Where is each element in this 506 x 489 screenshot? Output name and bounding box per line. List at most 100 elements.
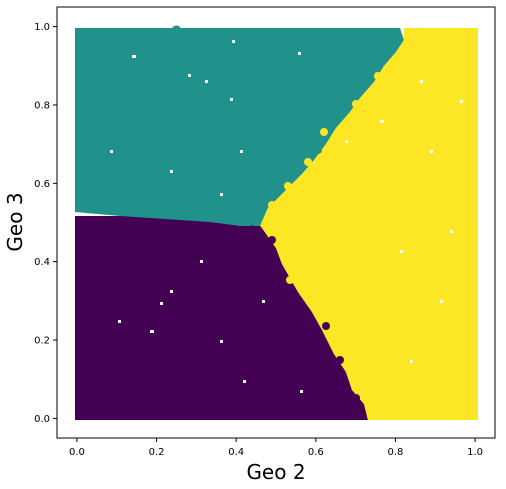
- scatter-point-teal: [159, 178, 170, 189]
- scatter-point-purple: [318, 374, 329, 385]
- x-axis: 0.0 0.2 0.4 0.6 0.8 1.0: [69, 438, 483, 458]
- scatter-point-purple: [231, 405, 242, 416]
- scatter-point-yellow: [422, 401, 433, 412]
- boundary-marker: [374, 72, 382, 80]
- y-axis: 0.0 0.2 0.4 0.6 0.8 1.0: [34, 22, 57, 425]
- boundary-marker: [314, 146, 322, 154]
- scatter-point-teal: [247, 201, 258, 212]
- scatter-point-yellow: [370, 393, 381, 404]
- scatter-point-purple: [199, 264, 210, 275]
- boundary-marker: [342, 92, 350, 100]
- scatter-point-teal: [91, 119, 102, 130]
- scatter-point-teal: [103, 170, 114, 181]
- cluster-region-teal: [75, 28, 404, 226]
- boundary-marker: [268, 201, 276, 209]
- scatter-point-teal: [271, 186, 281, 197]
- scatter-point-purple: [251, 350, 262, 361]
- boundary-marker: [378, 56, 386, 64]
- y-tick-label: 0.8: [34, 100, 50, 111]
- scatter-point-yellow: [390, 99, 401, 110]
- scatter-point-yellow: [358, 139, 369, 150]
- y-tick-label: 0.2: [34, 336, 50, 347]
- scatter-point-teal: [171, 25, 182, 36]
- scatter-point-purple: [211, 358, 222, 369]
- scatter-point-teal: [231, 29, 242, 40]
- scatter-point-teal: [143, 80, 154, 91]
- cluster-region-yellow: [260, 28, 478, 420]
- scatter-point-purple: [271, 393, 281, 404]
- boundary-marker: [352, 100, 360, 108]
- scatter-point-purple: [183, 315, 194, 326]
- scatter-point-yellow: [342, 335, 353, 346]
- scatter-point-teal: [87, 201, 98, 212]
- scatter-point-teal: [271, 123, 281, 134]
- scatter-point-purple: [151, 401, 162, 412]
- scatter-point-teal: [263, 170, 274, 181]
- y-tick-label: 0.4: [34, 257, 50, 268]
- scatter-point-yellow: [462, 405, 473, 416]
- scatter-point-purple: [247, 225, 258, 236]
- boundary-marker: [268, 236, 276, 244]
- scatter-point-purple: [263, 303, 274, 314]
- scatter-point-yellow: [430, 197, 441, 208]
- scatter-point-yellow: [410, 29, 421, 40]
- scatter-point-teal: [390, 33, 401, 44]
- scatter-point-yellow: [382, 178, 393, 189]
- scatter-point-teal: [151, 131, 162, 142]
- scatter-point-yellow: [430, 68, 441, 79]
- scatter-point-yellow: [410, 248, 421, 259]
- x-tick-label: 1.0: [467, 447, 483, 458]
- boundary-marker: [336, 356, 344, 364]
- scatter-point-purple: [91, 354, 102, 365]
- scatter-point-teal: [191, 60, 202, 71]
- scatter-point-purple: [83, 217, 94, 228]
- y-tick-label: 0.0: [34, 414, 50, 425]
- boundary-marker: [322, 322, 330, 330]
- scatter-point-yellow: [290, 225, 301, 236]
- scatter-point-yellow: [462, 80, 473, 91]
- boundary-marker: [304, 158, 312, 166]
- scatter-point-yellow: [450, 366, 461, 377]
- boundary-marker: [286, 276, 294, 284]
- scatter-point-purple: [191, 221, 202, 232]
- scatter-point-purple: [310, 405, 321, 416]
- scatter-point-yellow: [450, 33, 461, 44]
- data-points: [79, 25, 473, 416]
- scatter-point-purple: [302, 327, 313, 338]
- scatter-point-teal: [143, 205, 154, 216]
- boundary-marker: [404, 40, 412, 48]
- scatter-point-yellow: [462, 256, 473, 267]
- scatter-point-purple: [103, 256, 114, 267]
- y-tick-label: 1.0: [34, 22, 50, 33]
- scatter-point-teal: [79, 29, 90, 40]
- x-axis-label: Geo 2: [246, 460, 305, 484]
- scatter-point-purple: [271, 272, 281, 283]
- scatter-point-purple: [131, 366, 142, 377]
- y-tick-label: 0.6: [34, 179, 50, 190]
- scatter-point-yellow: [370, 295, 381, 306]
- scatter-point-yellow: [318, 186, 329, 197]
- scatter-point-purple: [91, 303, 102, 314]
- scatter-point-purple: [151, 248, 162, 259]
- y-axis-label: Geo 3: [3, 192, 27, 251]
- scatter-point-teal: [119, 33, 130, 44]
- scatter-point-yellow: [438, 119, 449, 130]
- scatter-point-teal: [211, 107, 222, 118]
- scatter-point-purple: [111, 393, 122, 404]
- scatter-point-purple: [223, 288, 234, 299]
- scatter-point-teal: [199, 197, 210, 208]
- scatter-point-purple: [143, 295, 154, 306]
- scatter-point-teal: [215, 158, 226, 169]
- scatter-point-teal: [358, 60, 369, 71]
- scatter-point-teal: [350, 29, 361, 40]
- scatter-point-teal: [294, 139, 305, 150]
- scatter-point-yellow: [410, 146, 421, 157]
- boundary-marker: [320, 128, 328, 136]
- scatter-point-purple: [342, 401, 353, 412]
- scatter-point-yellow: [430, 303, 441, 314]
- scatter-point-teal: [251, 76, 262, 87]
- scatter-point-teal: [318, 99, 329, 110]
- plot-frame: [56, 6, 496, 439]
- boundary-markers-purple: [268, 236, 360, 402]
